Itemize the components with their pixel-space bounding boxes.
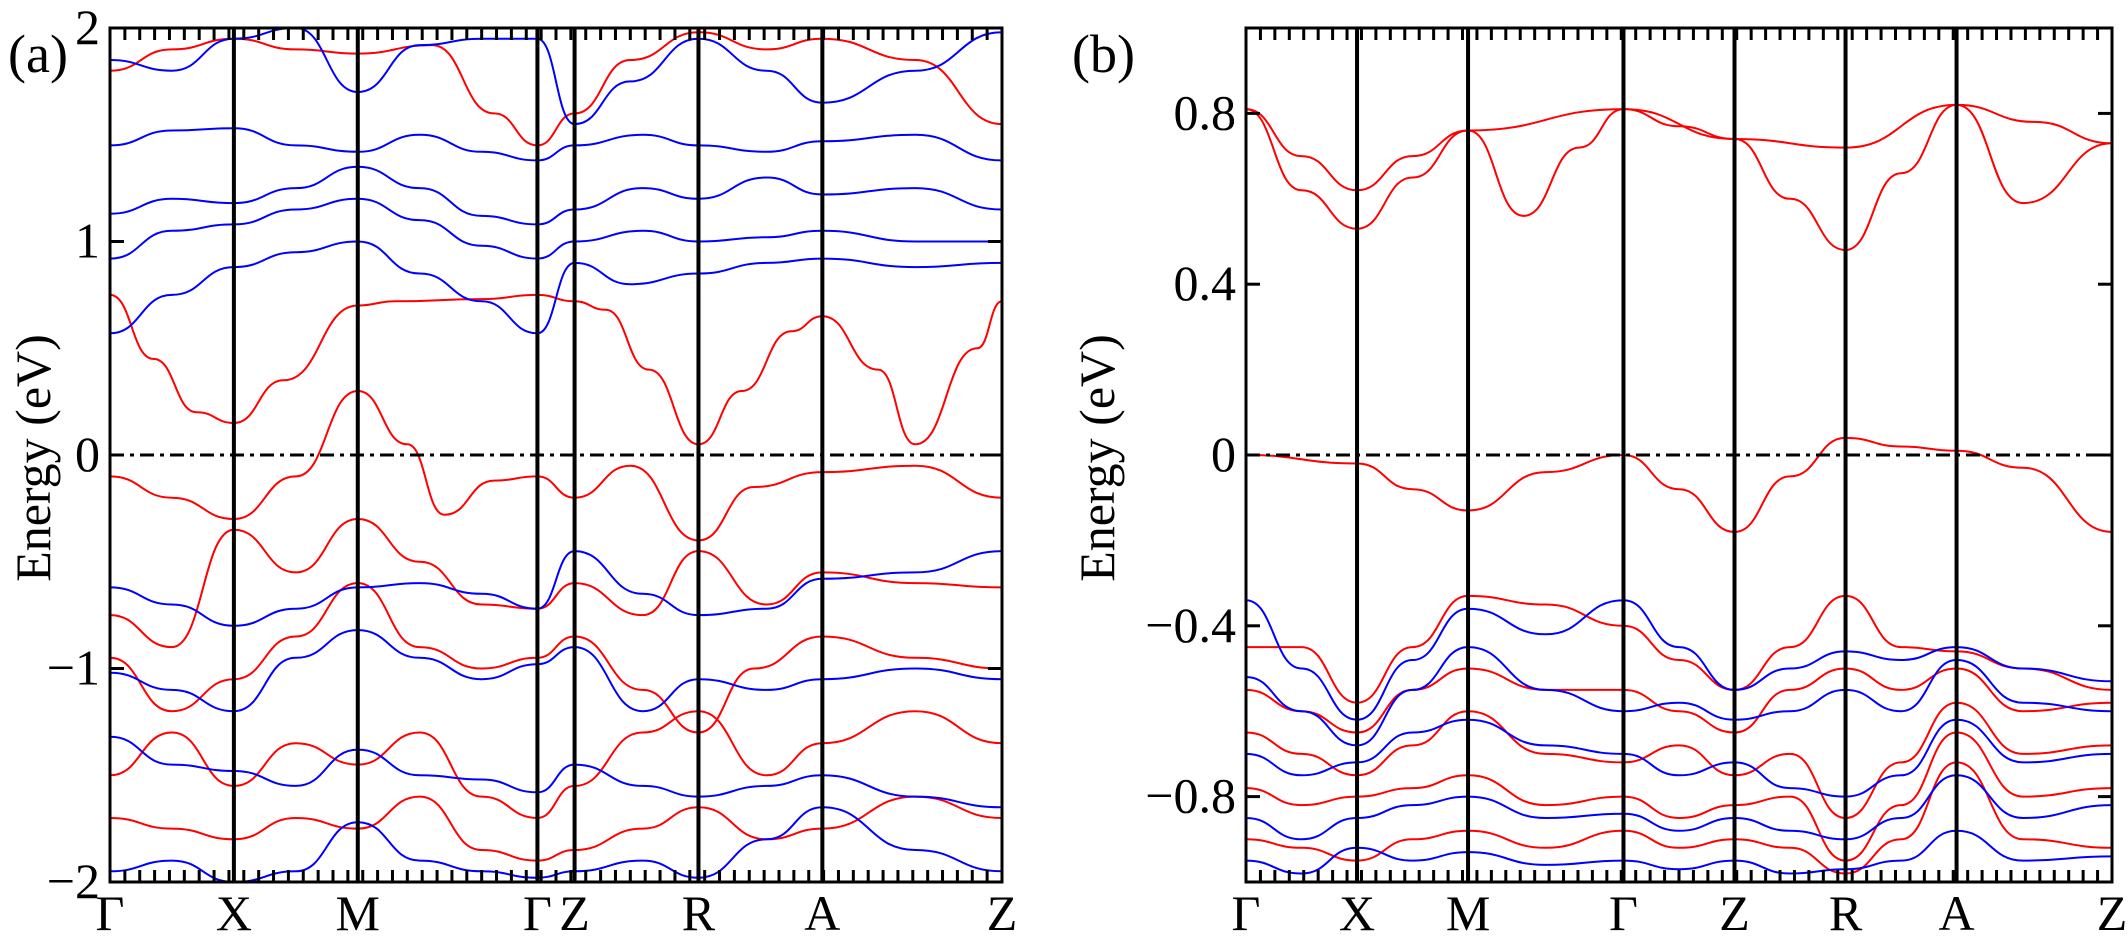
kpath-label: R <box>1829 885 1863 941</box>
band-line-band-red-1 <box>110 293 1002 446</box>
panel-b-bands <box>1246 103 2112 875</box>
ytick-label: 0.4 <box>1174 255 1237 311</box>
kpath-label: Z <box>987 885 1018 941</box>
band-line-band-red-cb-2 <box>1246 103 2112 252</box>
band-line-band-blue-8 <box>110 735 1002 809</box>
band-line-band-red-vb-1 <box>1246 594 2112 704</box>
ytick-label: 0 <box>75 426 100 482</box>
band-line-band-red-vb-2 <box>1246 667 2112 734</box>
band-line-band-blue-vb-2 <box>1246 646 2112 747</box>
kpath-label: Z <box>559 885 590 941</box>
kpath-label: M <box>336 885 380 941</box>
band-line-band-blue-vb-5 <box>1246 829 2112 875</box>
kpath-label: Γ <box>96 885 125 941</box>
band-line-band-blue-2 <box>110 197 1002 260</box>
ytick-label: −1 <box>47 640 100 696</box>
kpath-label: Z <box>1719 885 1750 941</box>
band-line-band-blue-vb-1 <box>1246 599 2112 721</box>
band-line-band-red-cb-1 <box>1246 103 2112 192</box>
ytick-label: 0.8 <box>1174 84 1237 140</box>
band-line-band-red-fermi <box>1246 436 2112 533</box>
panel-a-ylabel: Energy (eV) <box>5 334 61 582</box>
band-line-band-blue-7 <box>110 629 1002 713</box>
kpath-label: Γ <box>523 885 552 941</box>
band-line-band-blue-4 <box>110 127 1002 162</box>
band-line-band-blue-vb-3 <box>1246 718 2112 798</box>
kpath-label: M <box>1446 885 1490 941</box>
band-line-band-red-2 <box>110 389 1002 542</box>
kpath-label: A <box>1939 885 1975 941</box>
band-line-band-blue-5 <box>110 28 1002 126</box>
panel-a-label: (a) <box>8 24 68 84</box>
kpath-label: Γ <box>1609 885 1638 941</box>
band-line-band-blue-6 <box>110 550 1002 627</box>
band-line-band-red-5 <box>110 710 1002 820</box>
band-line-band-blue-1 <box>110 240 1002 335</box>
ytick-label: 2 <box>75 0 100 55</box>
kpath-label: Γ <box>1232 885 1261 941</box>
kpath-label: R <box>682 885 716 941</box>
kpath-label: A <box>804 885 840 941</box>
kpath-label: X <box>1339 885 1375 941</box>
panel-b-ticks <box>1244 28 2114 882</box>
kpath-label: X <box>216 885 252 941</box>
panel-b-frame <box>1244 26 2114 884</box>
ytick-label: 1 <box>75 213 100 269</box>
band-line-band-red-vb-4 <box>1246 731 2112 862</box>
band-line-band-blue-3 <box>110 165 1002 226</box>
panel-b-ylabel: Energy (eV) <box>1069 334 1125 582</box>
ytick-label: 0 <box>1211 426 1236 482</box>
panel-b-ytick-labels: 0.8 0.4 0 −0.4 −0.8 <box>1145 84 1236 823</box>
panel-a-frame <box>108 26 1004 884</box>
panel-b-label: (b) <box>1072 24 1135 84</box>
kpath-label: Z <box>2097 885 2128 941</box>
ytick-label: −2 <box>47 853 100 909</box>
ytick-label: −0.4 <box>1145 597 1236 653</box>
panel-b: (b) Energy (eV) 0.8 0.4 0 −0.4 −0.8 Γ X M Γ Z R A Z <box>1069 24 2127 941</box>
ytick-label: −0.8 <box>1145 768 1236 824</box>
band-line-band-red-vb-3 <box>1246 701 2112 820</box>
panel-a-ytick-labels: 2 1 0 −1 −2 <box>47 0 100 909</box>
